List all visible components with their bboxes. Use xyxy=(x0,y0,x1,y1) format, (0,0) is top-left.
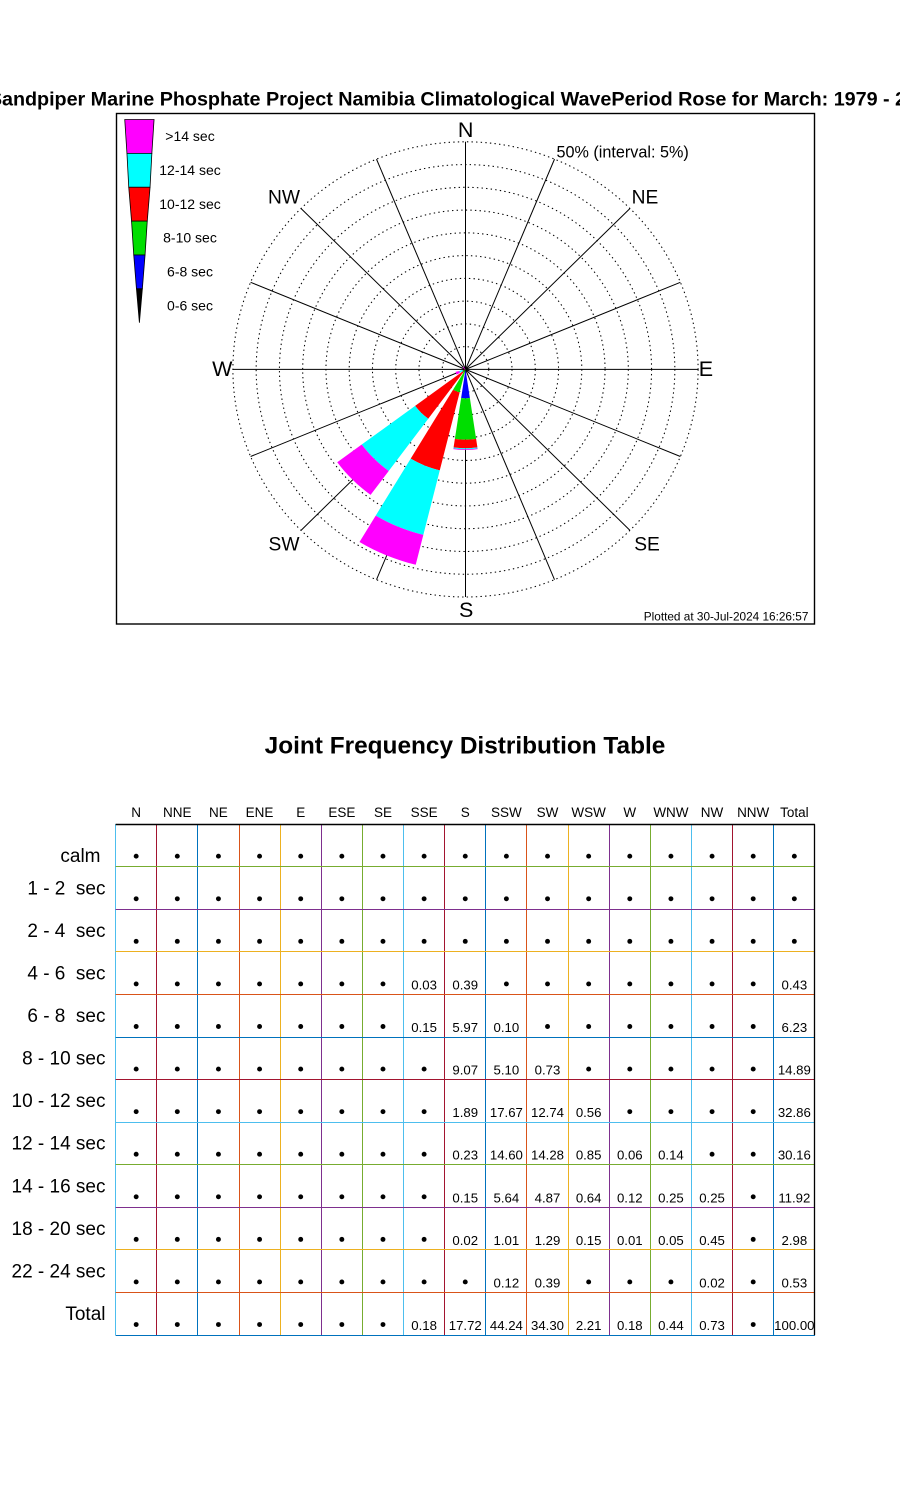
svg-text:0.12: 0.12 xyxy=(494,1275,520,1290)
svg-text:0.44: 0.44 xyxy=(658,1318,684,1333)
svg-text:0.23: 0.23 xyxy=(452,1148,478,1163)
svg-text:S: S xyxy=(459,598,473,622)
svg-text:0.18: 0.18 xyxy=(411,1318,437,1333)
svg-text:1 - 2 sec: 1 - 2 sec xyxy=(27,878,105,899)
svg-text:SE: SE xyxy=(374,805,392,820)
svg-text:ENE: ENE xyxy=(246,805,274,820)
svg-text:14.60: 14.60 xyxy=(490,1148,523,1163)
svg-text:WNW: WNW xyxy=(653,805,688,820)
svg-text:Total: Total xyxy=(65,1304,105,1325)
svg-text:9.07: 9.07 xyxy=(452,1063,478,1078)
svg-text:22 - 24 sec: 22 - 24 sec xyxy=(12,1261,106,1282)
svg-text:0.05: 0.05 xyxy=(658,1233,684,1248)
svg-text:0.85: 0.85 xyxy=(576,1148,602,1163)
svg-text:0.12: 0.12 xyxy=(617,1190,643,1205)
svg-text:0.43: 0.43 xyxy=(781,977,807,992)
svg-text:0.25: 0.25 xyxy=(658,1190,684,1205)
svg-text:E: E xyxy=(699,357,713,381)
svg-text:17.67: 17.67 xyxy=(490,1105,523,1120)
svg-text:8 - 10 sec: 8 - 10 sec xyxy=(22,1049,105,1070)
svg-text:N: N xyxy=(131,805,141,820)
svg-text:SW: SW xyxy=(537,805,559,820)
svg-text:0.39: 0.39 xyxy=(535,1275,561,1290)
svg-text:S: S xyxy=(461,805,470,820)
svg-text:17.72: 17.72 xyxy=(449,1318,482,1333)
svg-text:6 - 8 sec: 6 - 8 sec xyxy=(27,1006,105,1027)
svg-text:0.10: 0.10 xyxy=(494,1020,520,1035)
svg-text:ESE: ESE xyxy=(328,805,355,820)
svg-text:NNE: NNE xyxy=(163,805,192,820)
svg-text:10-12 sec: 10-12 sec xyxy=(159,196,220,212)
svg-text:34.30: 34.30 xyxy=(531,1318,564,1333)
svg-text:6-8 sec: 6-8 sec xyxy=(167,264,213,280)
svg-text:1.29: 1.29 xyxy=(535,1233,561,1248)
svg-text:SE: SE xyxy=(634,534,660,555)
svg-text:8-10 sec: 8-10 sec xyxy=(163,230,217,246)
svg-text:1.01: 1.01 xyxy=(494,1233,520,1248)
svg-text:0.15: 0.15 xyxy=(452,1190,478,1205)
svg-text:0.15: 0.15 xyxy=(576,1233,602,1248)
svg-text:0.64: 0.64 xyxy=(576,1190,602,1205)
svg-text:0.73: 0.73 xyxy=(535,1063,561,1078)
svg-text:12 - 14 sec: 12 - 14 sec xyxy=(12,1134,106,1155)
svg-text:NE: NE xyxy=(632,187,659,208)
svg-text:30.16: 30.16 xyxy=(778,1148,811,1163)
svg-text:0.56: 0.56 xyxy=(576,1105,602,1120)
svg-text:Total: Total xyxy=(780,805,809,820)
svg-text:6.23: 6.23 xyxy=(781,1020,807,1035)
svg-text:SSE: SSE xyxy=(411,805,438,820)
svg-text:W: W xyxy=(623,805,636,820)
svg-text:5.97: 5.97 xyxy=(452,1020,478,1035)
svg-text:10 - 12 sec: 10 - 12 sec xyxy=(12,1091,106,1112)
svg-text:0.25: 0.25 xyxy=(699,1190,725,1205)
svg-text:Plotted at 30-Jul-2024 16:26:5: Plotted at 30-Jul-2024 16:26:57 xyxy=(644,610,809,624)
svg-text:14 - 16 sec: 14 - 16 sec xyxy=(12,1176,106,1197)
svg-text:0.14: 0.14 xyxy=(658,1148,684,1163)
svg-text:WSW: WSW xyxy=(571,805,606,820)
svg-text:NW: NW xyxy=(701,805,724,820)
svg-text:100.00: 100.00 xyxy=(774,1318,814,1333)
svg-text:12.74: 12.74 xyxy=(531,1105,564,1120)
svg-text:SW: SW xyxy=(269,534,301,555)
svg-text:2.98: 2.98 xyxy=(781,1233,807,1248)
svg-text:W: W xyxy=(212,357,233,381)
svg-text:14.89: 14.89 xyxy=(778,1063,811,1078)
svg-text:2 - 4 sec: 2 - 4 sec xyxy=(27,921,105,942)
svg-text:4 - 6 sec: 4 - 6 sec xyxy=(27,963,105,984)
svg-text:44.24: 44.24 xyxy=(490,1318,523,1333)
svg-text:50% (interval: 5%): 50% (interval: 5%) xyxy=(557,144,689,162)
svg-text:2.21: 2.21 xyxy=(576,1318,602,1333)
svg-text:NE: NE xyxy=(209,805,228,820)
svg-text:calm: calm xyxy=(60,846,100,867)
svg-text:NNW: NNW xyxy=(737,805,769,820)
svg-text:NW: NW xyxy=(268,187,301,208)
svg-text:0.02: 0.02 xyxy=(699,1275,725,1290)
svg-text:0.06: 0.06 xyxy=(617,1148,643,1163)
svg-text:Sandpiper Marine Phosphate Pro: Sandpiper Marine Phosphate Project Namib… xyxy=(0,88,900,110)
svg-text:11.92: 11.92 xyxy=(778,1190,810,1205)
svg-text:4.87: 4.87 xyxy=(535,1190,561,1205)
svg-text:0.73: 0.73 xyxy=(699,1318,725,1333)
svg-text:0.01: 0.01 xyxy=(617,1233,643,1248)
svg-text:>14 sec: >14 sec xyxy=(165,128,214,144)
svg-text:E: E xyxy=(296,805,305,820)
svg-text:SSW: SSW xyxy=(491,805,522,820)
svg-text:0.15: 0.15 xyxy=(411,1020,437,1035)
svg-text:18 - 20 sec: 18 - 20 sec xyxy=(12,1219,106,1240)
svg-text:12-14 sec: 12-14 sec xyxy=(159,162,220,178)
svg-text:Joint Frequency Distribution T: Joint Frequency Distribution Table xyxy=(265,733,666,760)
svg-text:5.10: 5.10 xyxy=(494,1063,520,1078)
svg-text:N: N xyxy=(458,118,474,142)
svg-text:0-6 sec: 0-6 sec xyxy=(167,297,213,313)
svg-text:0.18: 0.18 xyxy=(617,1318,643,1333)
svg-text:0.39: 0.39 xyxy=(452,977,478,992)
svg-text:0.45: 0.45 xyxy=(699,1233,725,1248)
svg-text:5.64: 5.64 xyxy=(494,1190,520,1205)
svg-text:14.28: 14.28 xyxy=(531,1148,564,1163)
svg-text:0.02: 0.02 xyxy=(452,1233,478,1248)
svg-text:32.86: 32.86 xyxy=(778,1105,811,1120)
svg-text:1.89: 1.89 xyxy=(452,1105,478,1120)
svg-text:0.03: 0.03 xyxy=(411,977,437,992)
svg-text:0.53: 0.53 xyxy=(781,1275,807,1290)
